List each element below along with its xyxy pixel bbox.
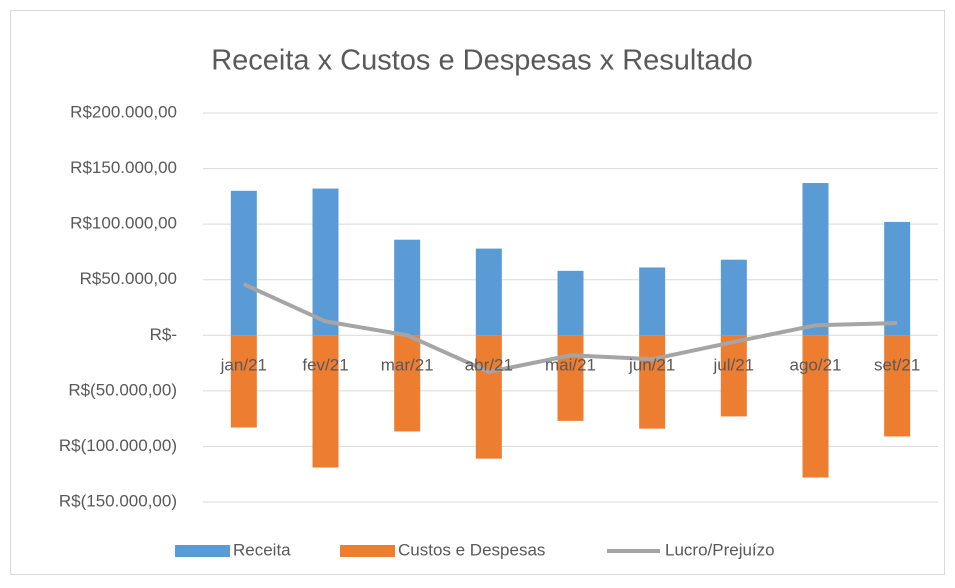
- x-tick-label: fev/21: [302, 355, 348, 374]
- x-tick-label: mar/21: [381, 355, 434, 374]
- legend-swatch: [340, 545, 395, 557]
- bar: [720, 335, 747, 417]
- x-tick-label: jul/21: [713, 355, 755, 374]
- bar: [639, 267, 666, 336]
- y-tick-label: R$(100.000,00): [59, 436, 177, 455]
- y-tick-label: R$50.000,00: [80, 269, 177, 288]
- bar: [884, 335, 911, 437]
- line: [243, 282, 898, 374]
- chart-title: Receita x Custos e Despesas x Resultado: [211, 45, 753, 77]
- bar: [639, 335, 666, 429]
- legend-label: Lucro/Prejuízo: [665, 540, 775, 559]
- bar: [394, 335, 421, 432]
- x-tick-label: abr/21: [465, 355, 513, 374]
- bar: [230, 190, 257, 336]
- bar: [557, 270, 584, 336]
- bar: [312, 188, 339, 336]
- bar: [884, 221, 911, 336]
- bar: [475, 335, 502, 459]
- y-tick-label: R$150.000,00: [70, 158, 177, 177]
- bar: [394, 239, 421, 336]
- y-tick-label: R$(50.000,00): [68, 380, 177, 399]
- bar: [557, 335, 584, 421]
- bar: [720, 259, 747, 336]
- legend-label: Custos e Despesas: [398, 540, 545, 559]
- y-tick-label: R$200.000,00: [70, 102, 177, 121]
- bar: [475, 248, 502, 336]
- x-tick-label: jun/21: [628, 355, 675, 374]
- x-tick-label: jan/21: [220, 355, 267, 374]
- y-tick-label: R$-: [150, 325, 177, 344]
- y-tick-label: R$(150.000,00): [59, 491, 177, 510]
- bar: [230, 335, 257, 428]
- legend-label: Receita: [233, 540, 291, 559]
- x-tick-label: ago/21: [790, 355, 842, 374]
- x-tick-label: set/21: [874, 355, 920, 374]
- bar: [802, 183, 829, 336]
- y-tick-label: R$100.000,00: [70, 214, 177, 233]
- bar: [312, 335, 339, 468]
- x-tick-label: mai/21: [545, 355, 596, 374]
- bar: [802, 335, 829, 478]
- legend-swatch: [175, 545, 230, 557]
